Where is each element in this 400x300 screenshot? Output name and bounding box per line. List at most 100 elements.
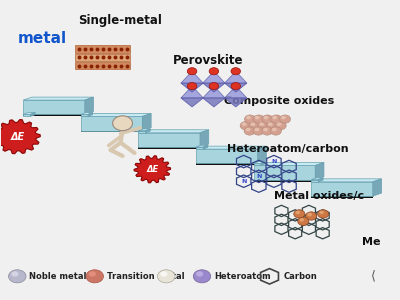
Polygon shape: [30, 112, 35, 116]
Polygon shape: [225, 86, 247, 98]
Circle shape: [8, 270, 26, 283]
Text: ΔE: ΔE: [146, 165, 158, 174]
Circle shape: [86, 270, 104, 283]
Polygon shape: [23, 97, 94, 100]
Polygon shape: [203, 86, 225, 98]
Circle shape: [187, 68, 197, 75]
Polygon shape: [315, 163, 324, 180]
Circle shape: [250, 122, 255, 126]
Text: Noble metal: Noble metal: [29, 272, 87, 281]
Circle shape: [196, 271, 203, 277]
Polygon shape: [196, 149, 258, 164]
Polygon shape: [23, 112, 35, 114]
Circle shape: [277, 122, 282, 126]
Circle shape: [266, 122, 278, 130]
Polygon shape: [254, 163, 324, 166]
Polygon shape: [0, 119, 40, 154]
Text: Perovskite: Perovskite: [173, 54, 243, 67]
Circle shape: [209, 82, 219, 90]
Polygon shape: [203, 71, 225, 83]
Polygon shape: [181, 86, 203, 98]
Polygon shape: [81, 131, 142, 133]
Circle shape: [270, 127, 282, 135]
Polygon shape: [225, 71, 247, 83]
Text: Metal oxides/c: Metal oxides/c: [274, 191, 364, 201]
Polygon shape: [311, 196, 373, 198]
Polygon shape: [225, 98, 247, 107]
Polygon shape: [23, 100, 85, 114]
Polygon shape: [373, 179, 382, 196]
Text: Heteroatom/carbon: Heteroatom/carbon: [226, 143, 348, 154]
Polygon shape: [261, 162, 266, 166]
Polygon shape: [254, 164, 261, 166]
Circle shape: [209, 68, 219, 75]
Polygon shape: [203, 145, 208, 149]
Polygon shape: [311, 180, 318, 182]
Circle shape: [231, 68, 240, 75]
Circle shape: [263, 128, 268, 131]
Polygon shape: [196, 147, 203, 149]
Text: Carbon: Carbon: [284, 272, 317, 281]
Polygon shape: [75, 45, 130, 52]
Text: N: N: [241, 179, 246, 184]
Circle shape: [255, 116, 260, 119]
Circle shape: [258, 122, 269, 130]
Circle shape: [295, 211, 300, 214]
Polygon shape: [203, 98, 225, 107]
Polygon shape: [318, 178, 323, 182]
Circle shape: [158, 270, 175, 283]
Circle shape: [244, 127, 255, 135]
Circle shape: [240, 122, 251, 130]
Circle shape: [319, 211, 324, 214]
Circle shape: [298, 217, 309, 226]
Circle shape: [253, 127, 264, 135]
Polygon shape: [200, 130, 209, 147]
Polygon shape: [81, 112, 93, 114]
Circle shape: [318, 210, 329, 218]
Polygon shape: [138, 147, 200, 149]
Polygon shape: [138, 131, 146, 133]
Circle shape: [160, 271, 168, 277]
Polygon shape: [138, 130, 209, 133]
Circle shape: [253, 115, 264, 123]
Circle shape: [281, 116, 286, 119]
Polygon shape: [81, 116, 142, 131]
Text: metal: metal: [17, 31, 66, 46]
Polygon shape: [258, 146, 266, 164]
Polygon shape: [23, 114, 85, 116]
Circle shape: [242, 122, 246, 126]
Circle shape: [259, 122, 264, 126]
Text: N: N: [256, 174, 262, 179]
Polygon shape: [181, 83, 203, 92]
Circle shape: [294, 210, 305, 218]
Polygon shape: [181, 71, 203, 83]
Circle shape: [113, 116, 132, 131]
Polygon shape: [23, 114, 30, 116]
Polygon shape: [311, 182, 373, 196]
Circle shape: [249, 122, 260, 130]
Polygon shape: [81, 113, 151, 116]
Polygon shape: [75, 54, 130, 61]
Polygon shape: [254, 180, 315, 182]
Circle shape: [299, 218, 304, 222]
Circle shape: [268, 122, 273, 126]
Polygon shape: [254, 162, 266, 164]
Polygon shape: [138, 129, 150, 131]
Text: ⟨: ⟨: [371, 270, 376, 283]
Circle shape: [272, 128, 277, 131]
Polygon shape: [81, 114, 88, 116]
Polygon shape: [181, 98, 203, 107]
Circle shape: [306, 212, 317, 220]
Polygon shape: [88, 112, 93, 116]
Text: Single-metal: Single-metal: [79, 14, 162, 27]
Circle shape: [264, 116, 268, 119]
Circle shape: [271, 115, 282, 123]
Text: ΔE: ΔE: [10, 132, 24, 142]
Text: N: N: [271, 159, 277, 164]
Text: Me: Me: [362, 237, 380, 247]
Polygon shape: [196, 145, 208, 147]
Circle shape: [187, 82, 197, 90]
Polygon shape: [311, 178, 323, 180]
Circle shape: [231, 82, 240, 90]
Circle shape: [272, 116, 277, 119]
